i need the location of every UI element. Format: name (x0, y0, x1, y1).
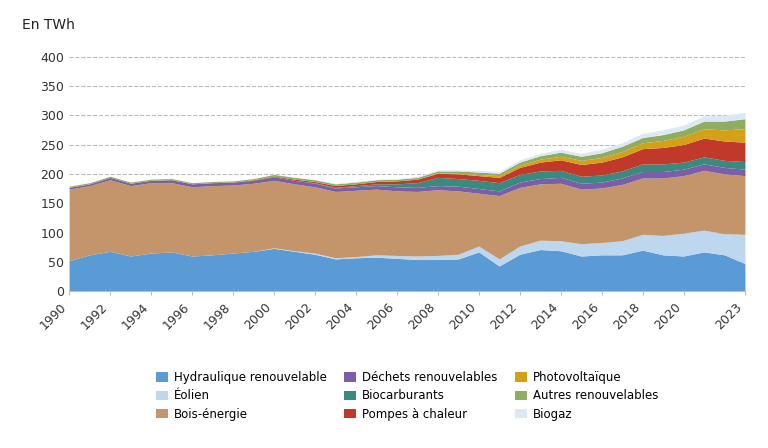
Text: En TWh: En TWh (22, 18, 74, 33)
Legend: Hydraulique renouvelable, Éolien, Bois-énergie, Déchets renouvelables, Biocarbur: Hydraulique renouvelable, Éolien, Bois-é… (156, 371, 658, 421)
